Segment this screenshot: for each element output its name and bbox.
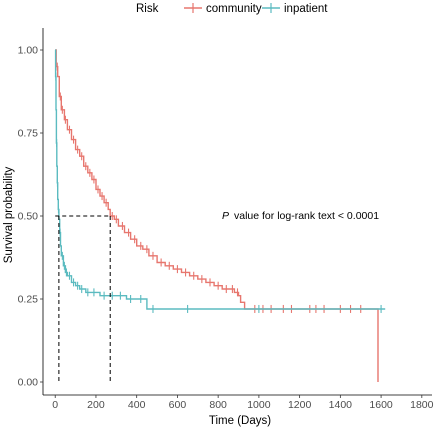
- x-tick-label: 600: [169, 399, 187, 411]
- y-axis-title: Survival probability: [3, 166, 15, 263]
- legend-title: Risk: [136, 3, 159, 15]
- legend: Risk community inpatient: [136, 3, 328, 15]
- x-tick-label: 1800: [410, 399, 434, 411]
- x-axis-title: Time (Days): [209, 415, 271, 427]
- y-tick-label: 0.50: [18, 211, 39, 223]
- curve-community: [55, 49, 379, 382]
- legend-label-inpatient: inpatient: [284, 3, 328, 15]
- y-tick-label: 0.00: [18, 377, 39, 389]
- x-tick-label: 400: [128, 399, 146, 411]
- curve-inpatient: [54, 49, 386, 310]
- x-tick-label: 1600: [369, 399, 393, 411]
- axes: 0 200 400 600 800 1000 1200 1400 1600 1800 0.00 0.2…: [18, 28, 434, 411]
- x-tick-label: 800: [209, 399, 227, 411]
- y-tick-label: 0.75: [18, 128, 39, 140]
- x-tick-label: 1200: [288, 399, 312, 411]
- plot-area: [54, 49, 386, 382]
- legend-label-community: community: [206, 3, 262, 15]
- pvalue-annotation: P value for log-rank text < 0.0001: [222, 210, 379, 222]
- y-tick-label: 0.25: [18, 294, 39, 306]
- x-tick-label: 0: [52, 399, 58, 411]
- pvalue-text: value for log-rank text < 0.0001: [234, 210, 379, 222]
- x-tick-label: 1000: [247, 399, 271, 411]
- x-tick-label: 1400: [329, 399, 353, 411]
- x-tick-label: 200: [87, 399, 105, 411]
- pvalue-p-label: P: [222, 210, 229, 222]
- y-tick-label: 1.00: [18, 45, 39, 57]
